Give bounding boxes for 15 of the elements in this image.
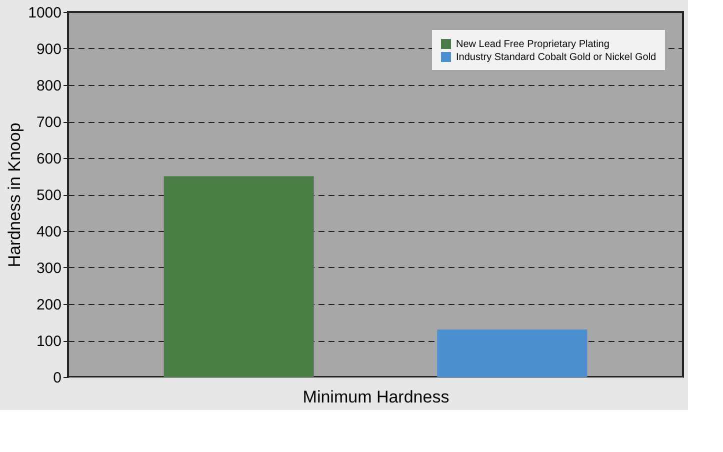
y-tick-label: 500: [36, 187, 62, 204]
y-tick-label: 0: [53, 370, 62, 386]
y-tick-label: 700: [36, 114, 62, 131]
legend-label: Industry Standard Cobalt Gold or Nickel Gold: [456, 52, 656, 63]
y-tick-label: 300: [36, 260, 62, 277]
y-tick-label: 200: [36, 296, 62, 314]
y-axis-title: Hardness in Knoop: [5, 122, 24, 268]
y-tick-label: 100: [36, 333, 62, 350]
y-tick-label: 400: [36, 224, 62, 240]
y-tick-label: 600: [36, 150, 62, 168]
y-tick-label: 900: [36, 41, 62, 58]
y-tick-label: 800: [36, 78, 62, 94]
legend-label: New Lead Free Proprietary Plating: [456, 39, 610, 50]
x-axis-title: Minimum Hardness: [302, 388, 450, 406]
y-tick-label: 1000: [28, 4, 62, 22]
